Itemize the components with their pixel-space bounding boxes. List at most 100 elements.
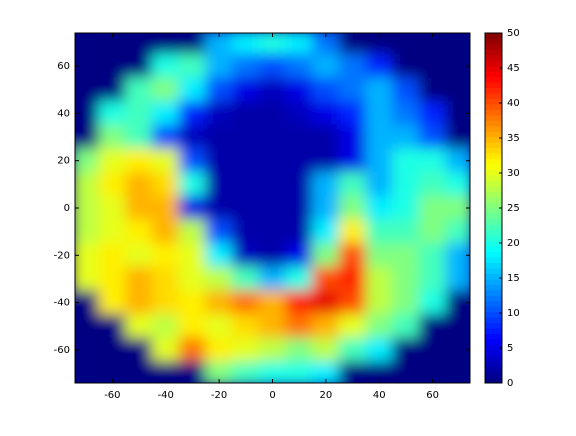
cell (178, 148, 207, 174)
cell (365, 337, 394, 363)
colorbar-segment (485, 120, 502, 127)
colorbar-segment (485, 87, 502, 94)
cell (392, 219, 420, 244)
y-tick-label: -60 (54, 345, 70, 356)
colorbar-segment (485, 344, 502, 351)
cell (178, 33, 207, 55)
cell (312, 172, 340, 197)
cell (75, 337, 100, 363)
cell (365, 290, 394, 315)
cell (151, 337, 180, 363)
cell (418, 195, 447, 221)
cell (392, 172, 420, 197)
cell (125, 266, 153, 292)
cell (365, 242, 394, 268)
colorbar-segment (485, 180, 502, 187)
cell (258, 101, 287, 126)
cell (125, 53, 153, 79)
colorbar-segment (485, 32, 502, 39)
cell (445, 219, 470, 244)
colorbar-segment (485, 371, 502, 378)
cell (258, 195, 287, 221)
cell (258, 172, 287, 197)
cell (312, 195, 340, 221)
colorbar-segment (485, 295, 502, 302)
colorbar-segment (485, 92, 502, 99)
cell (258, 219, 287, 244)
cell (285, 33, 314, 55)
cell (258, 290, 287, 315)
colorbar-segment (485, 256, 502, 263)
colorbar-tick-label: 0 (507, 378, 513, 389)
cell (312, 33, 340, 55)
cell (98, 101, 127, 126)
cell (178, 77, 207, 103)
colorbar-segment (485, 54, 502, 61)
colorbar-segment (485, 213, 502, 220)
cell (125, 242, 153, 268)
colorbar-segment (485, 202, 502, 209)
colorbar-segment (485, 131, 502, 138)
cell (178, 124, 207, 150)
colorbar-segment (485, 125, 502, 132)
cell (125, 219, 153, 244)
cell (205, 33, 233, 55)
cell (312, 361, 340, 383)
cell (312, 313, 340, 339)
cell (205, 77, 233, 103)
cell (445, 101, 470, 126)
cell (445, 290, 470, 315)
cell (205, 242, 233, 268)
cell (125, 313, 153, 339)
cell (151, 361, 180, 383)
colorbar-segment (485, 267, 502, 274)
cell (98, 219, 127, 244)
colorbar-segment (485, 49, 502, 56)
cell (258, 313, 287, 339)
cell (75, 33, 100, 55)
cell (338, 148, 367, 174)
y-tick-label: -20 (54, 250, 70, 261)
cell (125, 337, 153, 363)
cell (205, 195, 233, 221)
cell (392, 290, 420, 315)
cell (285, 148, 314, 174)
cell (445, 124, 470, 150)
cell (365, 219, 394, 244)
cell (125, 195, 153, 221)
cell (418, 219, 447, 244)
cell (125, 172, 153, 197)
axes: -60 -40 -20 0 20 40 60 -60 -40 -20 0 20 40 60 (54, 33, 470, 401)
cell (285, 53, 314, 79)
colorbar-segment (485, 273, 502, 280)
cell (98, 53, 127, 79)
cell (312, 290, 340, 315)
colorbar-segment (485, 328, 502, 335)
cell (365, 313, 394, 339)
cell (392, 242, 420, 268)
cell (285, 290, 314, 315)
colorbar-segment (485, 311, 502, 318)
cell (312, 101, 340, 126)
x-tick-label: -20 (211, 390, 227, 401)
cell (445, 148, 470, 174)
colorbar-segment (485, 196, 502, 203)
colorbar-segment (485, 147, 502, 154)
cell (125, 33, 153, 55)
cell (312, 53, 340, 79)
cell (258, 337, 287, 363)
colorbar-tick-label: 30 (507, 168, 520, 179)
cell (392, 33, 420, 55)
colorbar: 0 5 10 15 20 25 30 35 40 45 50 (484, 28, 520, 389)
colorbar-segment (485, 224, 502, 231)
cell (205, 290, 233, 315)
cell (231, 172, 260, 197)
cell (178, 337, 207, 363)
cell (231, 124, 260, 150)
colorbar-segment (485, 251, 502, 258)
cell (365, 33, 394, 55)
cell (285, 361, 314, 383)
cell (392, 101, 420, 126)
cell (418, 53, 447, 79)
cell (258, 124, 287, 150)
